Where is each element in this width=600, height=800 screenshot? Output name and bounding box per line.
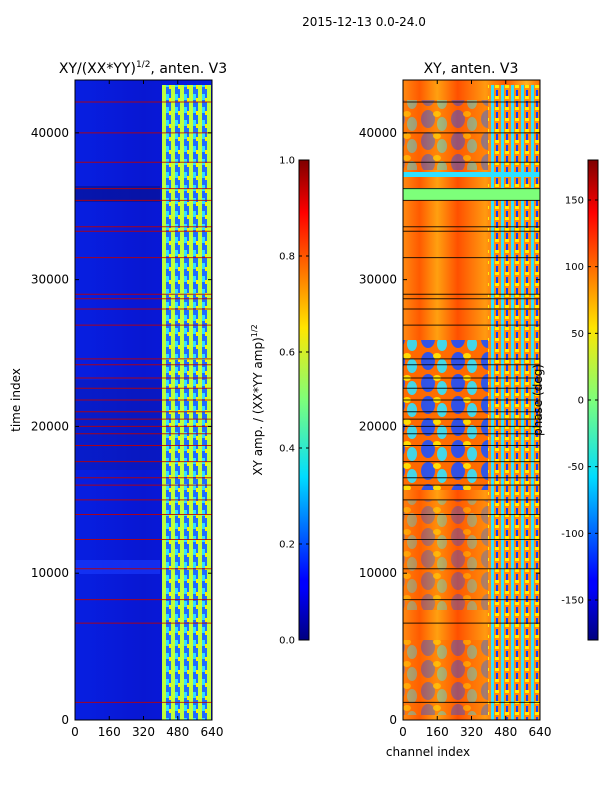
phase-colorbar-label: phase (deg): [531, 364, 545, 436]
amplitude-colorbar: 0.0 0.2 0.4 0.6 0.8 1.0 XY amp. / (XX*YY amp)…: [250, 156, 310, 647]
amplitude-title: XY/(XX*YY)1/2, anten. V3: [59, 60, 227, 77]
amplitude-colorbar-ticks: 0.0 0.2 0.4 0.6 0.8 1.0: [279, 156, 309, 647]
amplitude-ytick-label: 10000: [31, 566, 69, 580]
amplitude-xtick-label: 160: [98, 725, 121, 739]
phase-colorbar-tick-label: -150: [561, 596, 584, 607]
amplitude-colorbar-tick-label: 1.0: [279, 156, 295, 167]
amplitude-colorbar-tick-label: 0.4: [279, 444, 295, 455]
phase-xtick-label: 320: [460, 725, 483, 739]
amplitude-axis-ticks: 0 160 320 480 640 0 10000 20000 30000 40000: [31, 80, 224, 739]
phase-colorbar: -150 -100 -50 0 50 100 150 phase (deg): [531, 159, 599, 641]
phase-xtick-label: 160: [426, 725, 449, 739]
phase-ytick-label: 30000: [359, 273, 397, 287]
amplitude-colorbar-tick-label: 0.0: [279, 636, 295, 647]
phase-ytick-label: 0: [389, 713, 397, 727]
amplitude-colorbar-tick-label: 0.2: [279, 540, 295, 551]
phase-ytick-label: 20000: [359, 419, 397, 433]
amplitude-ytick-label: 0: [61, 713, 69, 727]
amplitude-ytick-label: 40000: [31, 126, 69, 140]
amplitude-xtick-label: 640: [201, 725, 224, 739]
phase-xtick-label: 480: [494, 725, 517, 739]
amplitude-ytick-label: 30000: [31, 273, 69, 287]
phase-colorbar-tick-label: -50: [568, 462, 584, 473]
phase-ytick-label: 40000: [359, 126, 397, 140]
amplitude-colorbar-tick-label: 0.6: [279, 348, 295, 359]
figure-suptitle: 2015-12-13 0.0-24.0: [302, 15, 426, 29]
phase-xtick-label: 640: [529, 725, 552, 739]
amplitude-xtick-label: 480: [166, 725, 189, 739]
phase-flag-lines: [403, 101, 540, 703]
phase-panel: XY, anten. V3 0 160 320 480 640 0 10000 20000 30…: [359, 61, 599, 759]
amplitude-xtick-label: 320: [132, 725, 155, 739]
phase-title: XY, anten. V3: [424, 61, 519, 77]
amplitude-title-exponent: 1/2: [136, 60, 150, 70]
amplitude-colorbar-tick-label: 0.8: [279, 252, 295, 263]
amplitude-flag-lines: [75, 101, 212, 703]
phase-image: [403, 80, 540, 720]
phase-colorbar-tick-label: 50: [571, 329, 584, 340]
phase-xtick-label: 0: [399, 725, 407, 739]
phase-xlabel: channel index: [386, 745, 470, 759]
amplitude-image: [75, 80, 212, 720]
amplitude-ytick-label: 20000: [31, 419, 69, 433]
phase-colorbar-tick-label: 0: [578, 396, 584, 407]
phase-axis-ticks: 0 160 320 480 640 0 10000 20000 30000 40000: [359, 80, 552, 739]
phase-colorbar-ticks: -150 -100 -50 0 50 100 150: [561, 196, 598, 607]
phase-colorbar-tick-label: -100: [561, 529, 584, 540]
phase-colorbar-tick-label: 150: [565, 196, 584, 207]
phase-colorbar-tick-label: 100: [565, 262, 584, 273]
amplitude-panel: XY/(XX*YY)1/2, anten. V3 0 160 320 480 640 0 1…: [9, 60, 310, 739]
amplitude-ylabel: time index: [9, 368, 23, 432]
amplitude-xtick-label: 0: [71, 725, 79, 739]
phase-ytick-label: 10000: [359, 566, 397, 580]
amplitude-colorbar-label: XY amp. / (XX*YY amp)1/2: [250, 324, 265, 475]
